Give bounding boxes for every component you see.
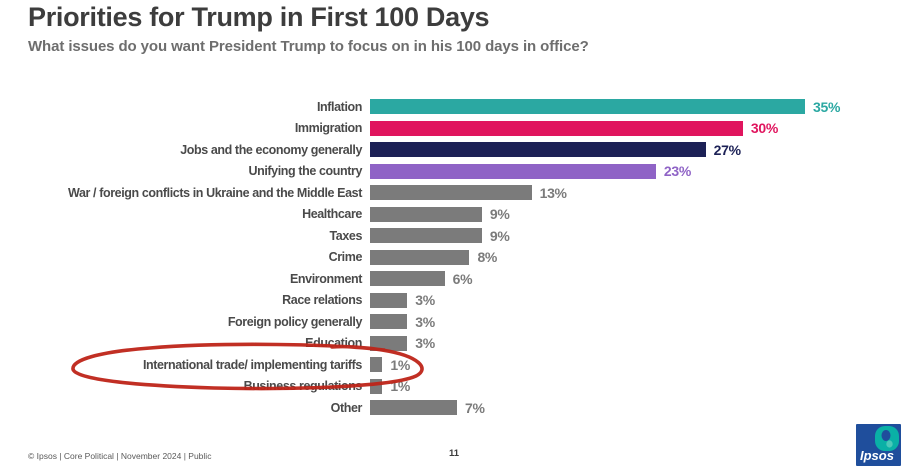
category-label: International trade/ implementing tariff… — [142, 357, 362, 372]
bar — [370, 292, 408, 308]
ipsos-logo-text: Ipsos — [860, 448, 894, 463]
category-label: Immigration — [294, 121, 363, 136]
category-label: Environment — [290, 271, 362, 286]
value-label: 23% — [663, 163, 691, 180]
category-label: Foreign policy generally — [227, 314, 363, 329]
bar — [370, 335, 408, 351]
value-label: 9% — [489, 227, 510, 244]
page-subtitle: What issues do you want President Trump … — [28, 38, 589, 55]
bar-chart: Inflation 35% Immigration 30% Jobs and t… — [28, 96, 840, 419]
category-label: Jobs and the economy generally — [180, 142, 362, 157]
bar-row: Healthcare 9% — [28, 204, 840, 226]
bar — [370, 378, 383, 394]
bar-row: Foreign policy generally 3% — [28, 311, 840, 333]
ipsos-logo: Ipsos — [856, 424, 901, 466]
bar-row: Unifying the country 23% — [28, 161, 840, 183]
category-label: War / foreign conflicts in Ukraine and t… — [68, 185, 362, 200]
value-label: 8% — [477, 249, 498, 266]
category-label: Healthcare — [302, 207, 362, 222]
slide-header: Priorities for Trump in First 100 Days W… — [28, 2, 589, 55]
bar — [370, 314, 408, 330]
bar — [370, 228, 482, 244]
category-label: Education — [305, 336, 362, 351]
value-label: 13% — [539, 184, 567, 201]
page-title: Priorities for Trump in First 100 Days — [28, 2, 490, 32]
bar — [370, 206, 482, 222]
value-label: 3% — [415, 292, 435, 309]
value-label: 3% — [415, 313, 435, 330]
bar — [370, 249, 470, 265]
category-label: Business regulations — [243, 379, 363, 394]
value-label: 1% — [390, 356, 411, 373]
value-label: 9% — [489, 206, 510, 223]
value-label: 3% — [415, 335, 435, 352]
category-label: Race relations — [282, 293, 362, 308]
category-label: Crime — [328, 250, 363, 265]
bar-row: Crime 8% — [28, 247, 840, 269]
value-label: 27% — [713, 141, 741, 158]
category-label: Inflation — [316, 99, 362, 114]
bar-row: Immigration 30% — [28, 118, 840, 140]
bar-row: Environment 6% — [28, 268, 840, 290]
bar — [370, 400, 457, 416]
bar — [370, 271, 445, 287]
bar-row: International trade/ implementing tariff… — [28, 354, 840, 376]
bar — [370, 142, 706, 158]
bar-row: Education 3% — [28, 333, 840, 355]
bar-row: Race relations 3% — [28, 290, 840, 312]
category-label: Unifying the country — [248, 164, 362, 179]
bar-row: Inflation 35% — [28, 96, 840, 118]
value-label: 30% — [750, 120, 779, 137]
bar — [370, 185, 532, 201]
value-label: 1% — [390, 378, 411, 395]
value-label: 7% — [465, 399, 485, 416]
category-label: Taxes — [329, 228, 362, 243]
bar-row: Other 7% — [28, 397, 840, 419]
bar-row: Taxes 9% — [28, 225, 840, 247]
bar — [370, 120, 743, 136]
ipsos-logo-icon: Ipsos — [856, 424, 901, 466]
page-number: 11 — [449, 448, 460, 459]
bar — [370, 99, 806, 115]
value-label: 6% — [452, 270, 473, 287]
source-line: © Ipsos | Core Political | November 2024… — [28, 451, 212, 461]
value-label: 35% — [813, 98, 841, 115]
bar-row: Business regulations 1% — [28, 376, 840, 398]
category-label: Other — [330, 400, 363, 415]
bar-row: War / foreign conflicts in Ukraine and t… — [28, 182, 840, 204]
bar-row: Jobs and the economy generally 27% — [28, 139, 840, 161]
bar — [370, 357, 383, 373]
bar — [370, 163, 656, 179]
